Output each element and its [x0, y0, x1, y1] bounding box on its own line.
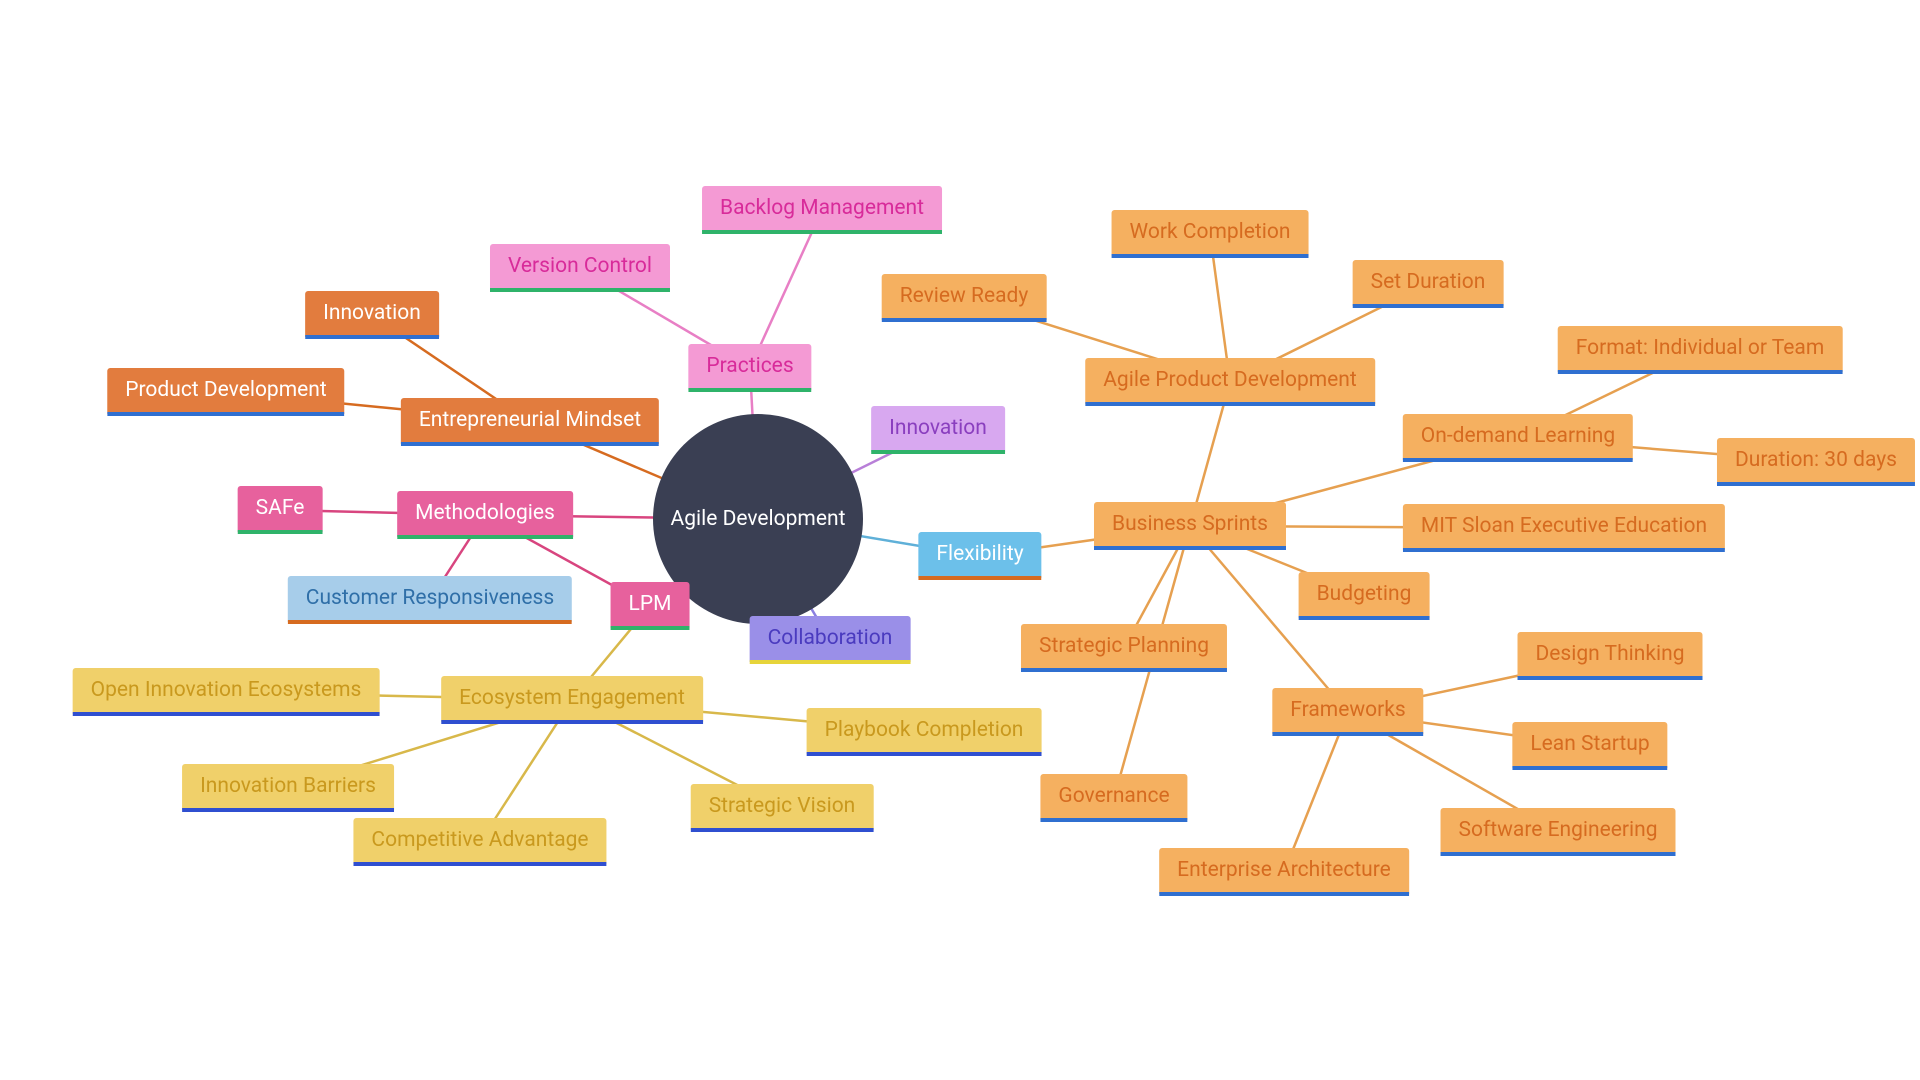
node-label: Product Development: [125, 378, 326, 402]
node-label: Governance: [1058, 784, 1169, 808]
node-label: Entrepreneurial Mindset: [419, 408, 641, 432]
node-label: Open Innovation Ecosystems: [91, 678, 362, 702]
node-apd: Agile Product Development: [1085, 358, 1375, 406]
node-practices: Practices: [688, 344, 811, 392]
node-budget: Budgeting: [1299, 572, 1430, 620]
node-label: Innovation Barriers: [200, 774, 376, 798]
node-label: Methodologies: [415, 501, 555, 525]
node-lpm: LPM: [611, 582, 690, 630]
node-playbook: Playbook Completion: [807, 708, 1042, 756]
node-proddev: Product Development: [107, 368, 344, 416]
node-mit: MIT Sloan Executive Education: [1403, 504, 1725, 552]
node-label: Customer Responsiveness: [306, 586, 554, 610]
node-label: Business Sprints: [1112, 512, 1268, 536]
node-backlog: Backlog Management: [702, 186, 942, 234]
node-innov2: Innovation: [871, 406, 1005, 454]
node-label: Work Completion: [1130, 220, 1291, 244]
node-label: Innovation: [889, 416, 987, 440]
node-label: Software Engineering: [1459, 818, 1658, 842]
node-stratvis: Strategic Vision: [691, 784, 874, 832]
node-safe: SAFe: [238, 486, 323, 534]
center-label: Agile Development: [671, 507, 846, 531]
mindmap-canvas: Agile Development Backlog Management Versi…: [0, 0, 1920, 1080]
node-leanstart: Lean Startup: [1512, 722, 1667, 770]
node-bsprints: Business Sprints: [1094, 502, 1286, 550]
node-label: Playbook Completion: [825, 718, 1024, 742]
node-dur30: Duration: 30 days: [1717, 438, 1915, 486]
node-workcomp: Work Completion: [1112, 210, 1309, 258]
node-frameworks: Frameworks: [1272, 688, 1423, 736]
node-label: Agile Product Development: [1103, 368, 1357, 392]
node-label: Practices: [706, 354, 793, 378]
node-eco: Ecosystem Engagement: [441, 676, 703, 724]
node-label: Enterprise Architecture: [1177, 858, 1391, 882]
node-label: Strategic Vision: [709, 794, 856, 818]
node-label: Budgeting: [1317, 582, 1412, 606]
node-label: LPM: [629, 592, 672, 616]
node-label: On-demand Learning: [1421, 424, 1615, 448]
node-method: Methodologies: [397, 491, 573, 539]
node-label: Duration: 30 days: [1735, 448, 1897, 472]
node-collab: Collaboration: [750, 616, 911, 664]
node-label: Innovation: [323, 301, 421, 325]
node-stratplan: Strategic Planning: [1021, 624, 1227, 672]
node-ondemand: On-demand Learning: [1403, 414, 1633, 462]
node-label: Set Duration: [1371, 270, 1486, 294]
node-label: Frameworks: [1290, 698, 1405, 722]
node-format: Format: Individual or Team: [1558, 326, 1843, 374]
node-governance: Governance: [1040, 774, 1187, 822]
node-label: Review Ready: [900, 284, 1029, 308]
node-revready: Review Ready: [882, 274, 1047, 322]
node-openinnov: Open Innovation Ecosystems: [73, 668, 380, 716]
node-label: SAFe: [256, 496, 305, 520]
node-compadv: Competitive Advantage: [353, 818, 606, 866]
node-label: Competitive Advantage: [371, 828, 588, 852]
node-designthink: Design Thinking: [1518, 632, 1703, 680]
node-setdur: Set Duration: [1353, 260, 1504, 308]
node-label: Design Thinking: [1536, 642, 1685, 666]
node-label: Lean Startup: [1530, 732, 1649, 756]
node-label: Backlog Management: [720, 196, 924, 220]
node-custresp: Customer Responsiveness: [288, 576, 572, 624]
node-label: Ecosystem Engagement: [459, 686, 685, 710]
node-innobarr: Innovation Barriers: [182, 764, 394, 812]
node-label: MIT Sloan Executive Education: [1421, 514, 1707, 538]
node-softeng: Software Engineering: [1441, 808, 1676, 856]
node-label: Format: Individual or Team: [1576, 336, 1825, 360]
node-entarch: Enterprise Architecture: [1159, 848, 1409, 896]
node-label: Strategic Planning: [1039, 634, 1209, 658]
node-label: Flexibility: [936, 542, 1023, 566]
node-flex: Flexibility: [918, 532, 1041, 580]
node-entmind: Entrepreneurial Mindset: [401, 398, 659, 446]
node-label: Collaboration: [768, 626, 893, 650]
node-innovation1: Innovation: [305, 291, 439, 339]
node-version: Version Control: [490, 244, 670, 292]
node-label: Version Control: [508, 254, 652, 278]
